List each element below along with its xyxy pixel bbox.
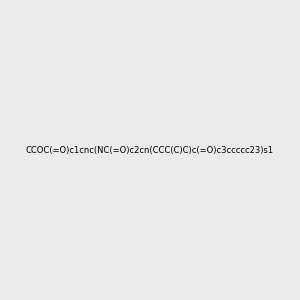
Text: CCOC(=O)c1cnc(NC(=O)c2cn(CCC(C)C)c(=O)c3ccccc23)s1: CCOC(=O)c1cnc(NC(=O)c2cn(CCC(C)C)c(=O)c3…: [26, 146, 274, 154]
